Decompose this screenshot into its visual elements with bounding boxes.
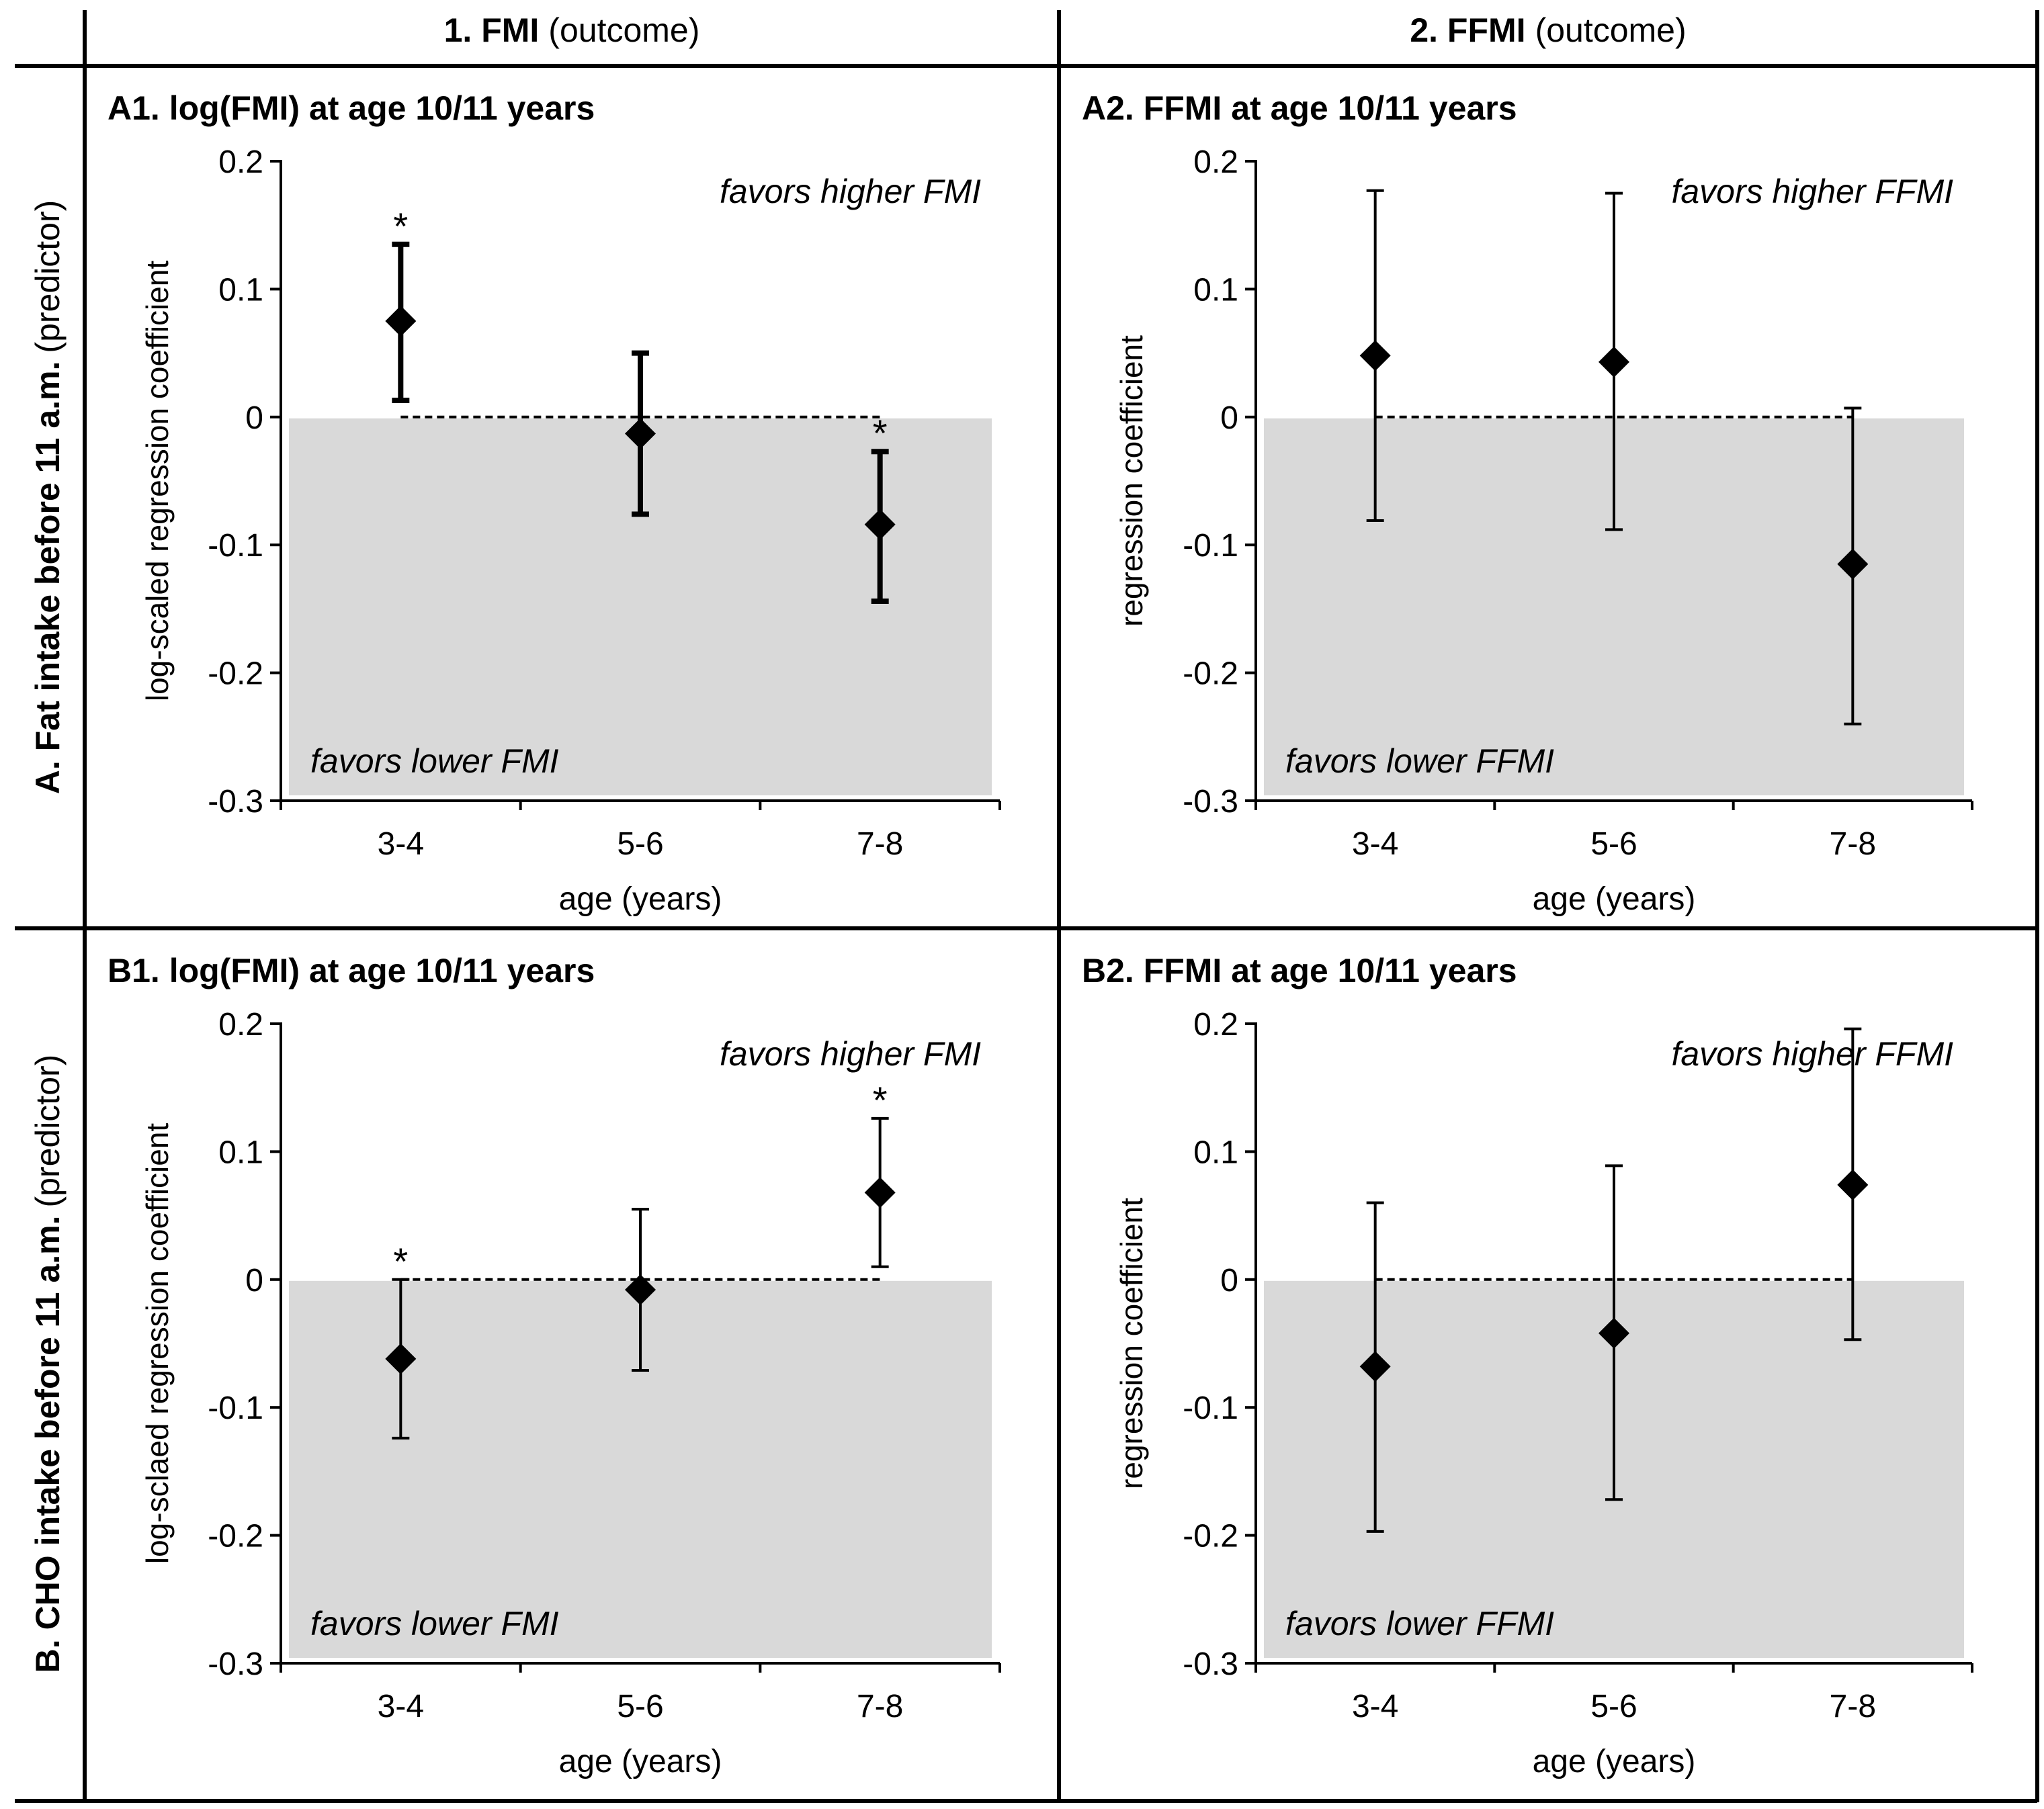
y-tick-label-a1: 0.2	[218, 144, 263, 180]
annotation-high-b2: favors higher FFMI	[1671, 1035, 1953, 1073]
significance-star-b1: *	[393, 1240, 408, 1282]
annotation-low-b2: favors lower FFMI	[1285, 1605, 1554, 1642]
y-tick-label-b1: 0	[245, 1263, 263, 1298]
y-axis-label-b1: log-sclaed regression coefficient	[140, 1123, 175, 1564]
y-tick-label-b2: 0.1	[1193, 1135, 1238, 1170]
significance-star-b1: *	[873, 1079, 888, 1121]
column-header-fmi-bold: 1. FMI	[444, 11, 540, 49]
panel-b1: B1. log(FMI) at age 10/11 years 0.2 0.1 0 -0…	[108, 952, 1001, 1779]
annotation-low-b1: favors lower FMI	[310, 1605, 559, 1642]
y-tick-label-a1: 0.1	[218, 272, 263, 308]
chart-panels: A1. log(FMI) at age 10/11 years 0.2 0.1 0 -0…	[108, 89, 1973, 1779]
x-tick-label-a1: 5-6	[617, 826, 663, 862]
x-tick-label-a1: 7-8	[857, 826, 903, 862]
y-tick-label-b1: -0.1	[208, 1391, 263, 1426]
annotation-high-a2: favors higher FFMI	[1671, 173, 1953, 210]
data-point-a1	[625, 418, 656, 449]
significance-star-a1: *	[873, 412, 888, 454]
panel-a1: A1. log(FMI) at age 10/11 years 0.2 0.1 0 -0…	[108, 89, 1001, 917]
panel-title-a1: A1. log(FMI) at age 10/11 years	[108, 89, 595, 127]
data-point-b2	[1599, 1317, 1629, 1349]
y-tick-label-b2: -0.3	[1183, 1646, 1238, 1682]
x-tick-label-b1: 3-4	[378, 1689, 424, 1724]
x-tick-label-b1: 5-6	[617, 1689, 663, 1724]
grid-frame	[15, 10, 2039, 1803]
panel-b2: B2. FFMI at age 10/11 years 0.2 0.1 0 -0.1 -0…	[1082, 952, 1973, 1779]
row-header-fat-bold: A. Fat intake before 11 a.m.	[29, 361, 67, 795]
annotation-high-b1: favors higher FMI	[720, 1035, 981, 1073]
column-header-ffmi: 2. FFMI (outcome)	[1410, 11, 1686, 49]
x-axis-label-b1: age (years)	[559, 1744, 722, 1779]
row-header-fat-normal: (predictor)	[29, 200, 67, 353]
data-point-a2	[1599, 346, 1629, 378]
row-header-cho: B. CHO intake before 11 a.m. (predictor)	[29, 1055, 67, 1673]
x-axis-label-a1: age (years)	[559, 881, 722, 917]
y-tick-label-b2: 0	[1220, 1263, 1238, 1298]
y-tick-label-a1: -0.1	[208, 528, 263, 564]
column-header-fmi-normal: (outcome)	[548, 11, 699, 49]
data-point-a1	[385, 306, 417, 337]
y-tick-label-a2: -0.3	[1183, 784, 1238, 820]
panel-title-b1: B1. log(FMI) at age 10/11 years	[108, 952, 595, 989]
y-tick-label-a1: -0.3	[208, 784, 263, 820]
x-tick-label-b2: 3-4	[1352, 1689, 1398, 1724]
y-axis-label-b2: regression coefficient	[1114, 1198, 1149, 1489]
row-header-fat: A. Fat intake before 11 a.m. (predictor)	[29, 200, 67, 795]
data-point-a2	[1359, 340, 1391, 371]
y-tick-label-a2: -0.2	[1183, 656, 1238, 692]
x-tick-label-a2: 7-8	[1830, 826, 1876, 862]
x-tick-label-a2: 5-6	[1590, 826, 1637, 862]
annotation-low-a1: favors lower FMI	[310, 742, 559, 780]
x-tick-label-b2: 7-8	[1830, 1689, 1876, 1724]
x-axis-label-a2: age (years)	[1533, 881, 1696, 917]
y-tick-label-b2: -0.2	[1183, 1519, 1238, 1554]
y-axis-label-a1: log-scaled regression coefficient	[140, 261, 175, 702]
y-tick-label-a2: 0.2	[1193, 144, 1238, 180]
x-tick-label-b1: 7-8	[857, 1689, 903, 1724]
panel-title-b2: B2. FFMI at age 10/11 years	[1082, 952, 1517, 989]
data-point-b2	[1359, 1351, 1391, 1382]
panel-title-a2: A2. FFMI at age 10/11 years	[1082, 89, 1517, 127]
x-tick-label-a2: 3-4	[1352, 826, 1398, 862]
x-tick-label-a1: 3-4	[378, 826, 424, 862]
y-tick-label-a2: 0	[1220, 400, 1238, 436]
annotation-low-a2: favors lower FFMI	[1285, 742, 1554, 780]
data-point-a1	[864, 509, 896, 540]
column-header-fmi: 1. FMI (outcome)	[444, 11, 700, 49]
row-header-cho-bold: B. CHO intake before 11 a.m.	[29, 1216, 67, 1673]
y-tick-label-a2: -0.1	[1183, 528, 1238, 564]
x-axis-label-b2: age (years)	[1533, 1744, 1696, 1779]
row-header-cho-normal: (predictor)	[29, 1055, 67, 1208]
data-point-b2	[1837, 1169, 1869, 1200]
column-header-ffmi-normal: (outcome)	[1535, 11, 1687, 49]
y-axis-label-a2: regression coefficient	[1114, 335, 1149, 627]
data-point-b1	[864, 1177, 896, 1208]
annotation-high-a1: favors higher FMI	[720, 173, 981, 210]
data-point-b1	[385, 1343, 417, 1374]
y-tick-label-b2: -0.1	[1183, 1391, 1238, 1426]
data-point-a2	[1837, 548, 1869, 580]
y-tick-label-a2: 0.1	[1193, 272, 1238, 308]
y-tick-label-b1: -0.2	[208, 1519, 263, 1554]
significance-star-a1: *	[393, 205, 408, 247]
x-tick-label-b2: 5-6	[1590, 1689, 1637, 1724]
y-tick-label-a1: 0	[245, 400, 263, 436]
y-tick-label-b1: 0.2	[218, 1007, 263, 1043]
column-header-ffmi-bold: 2. FFMI	[1410, 11, 1525, 49]
y-tick-label-a1: -0.2	[208, 656, 263, 692]
y-tick-label-b2: 0.2	[1193, 1007, 1238, 1043]
data-point-b1	[625, 1274, 656, 1306]
y-tick-label-b1: 0.1	[218, 1135, 263, 1170]
panel-a2: A2. FFMI at age 10/11 years 0.2 0.1 0 -0.1 -0…	[1082, 89, 1973, 917]
y-tick-label-b1: -0.3	[208, 1646, 263, 1682]
